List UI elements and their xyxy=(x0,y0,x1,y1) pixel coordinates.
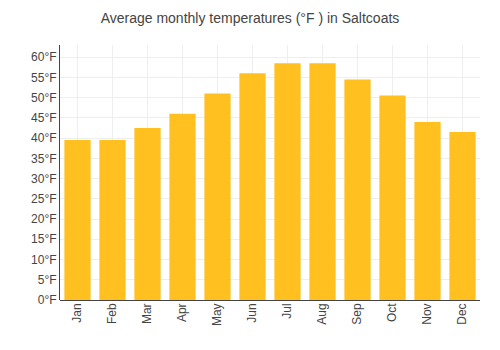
svg-text:Jul: Jul xyxy=(280,303,294,318)
svg-text:Oct: Oct xyxy=(385,303,399,322)
svg-text:35°F: 35°F xyxy=(31,152,56,166)
svg-text:55°F: 55°F xyxy=(31,71,56,85)
svg-text:0°F: 0°F xyxy=(38,293,57,307)
svg-text:Mar: Mar xyxy=(140,303,154,324)
svg-text:20°F: 20°F xyxy=(31,212,56,226)
svg-text:60°F: 60°F xyxy=(31,50,56,64)
svg-text:25°F: 25°F xyxy=(31,192,56,206)
svg-text:Jan: Jan xyxy=(70,303,84,322)
svg-text:Sep: Sep xyxy=(350,303,364,325)
svg-text:5°F: 5°F xyxy=(38,273,57,287)
svg-text:May: May xyxy=(210,303,224,326)
svg-text:45°F: 45°F xyxy=(31,111,56,125)
svg-text:50°F: 50°F xyxy=(31,91,56,105)
svg-text:Feb: Feb xyxy=(105,303,119,324)
svg-text:30°F: 30°F xyxy=(31,172,56,186)
svg-text:Nov: Nov xyxy=(420,303,434,324)
svg-text:Jun: Jun xyxy=(245,303,259,322)
svg-text:40°F: 40°F xyxy=(31,131,56,145)
svg-text:10°F: 10°F xyxy=(31,253,56,267)
svg-text:Aug: Aug xyxy=(315,303,329,324)
svg-text:15°F: 15°F xyxy=(31,232,56,246)
svg-text:Average monthly temperatures (: Average monthly temperatures (°F ) in Sa… xyxy=(101,10,400,26)
svg-text:Apr: Apr xyxy=(175,303,189,322)
svg-text:Dec: Dec xyxy=(455,303,469,324)
